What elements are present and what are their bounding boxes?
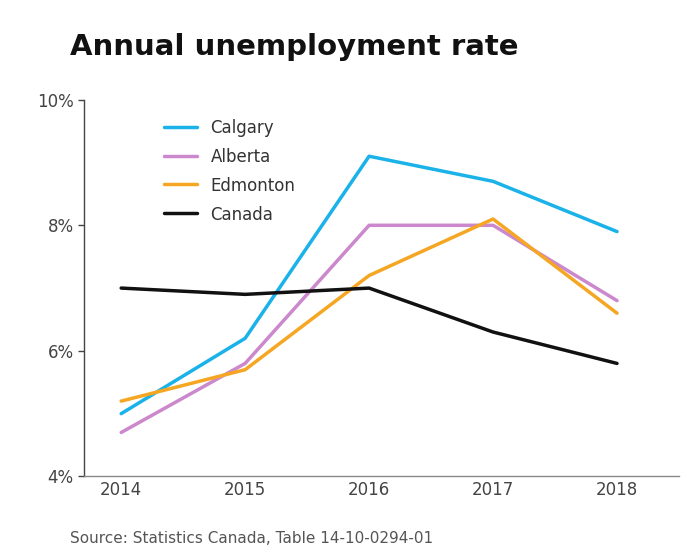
Canada (241, 291, 249, 297)
Canada (117, 285, 125, 291)
Line: Edmonton: Edmonton (121, 219, 617, 401)
Canada (365, 285, 373, 291)
Alberta (117, 429, 125, 436)
Calgary (489, 178, 497, 184)
Text: Annual unemployment rate: Annual unemployment rate (70, 33, 519, 61)
Calgary (365, 153, 373, 160)
Edmonton (365, 272, 373, 279)
Text: Source: Statistics Canada, Table 14-10-0294-01: Source: Statistics Canada, Table 14-10-0… (70, 531, 433, 546)
Canada (489, 329, 497, 335)
Alberta (612, 297, 621, 304)
Calgary (612, 228, 621, 235)
Alberta (365, 222, 373, 229)
Edmonton (117, 398, 125, 404)
Calgary (117, 411, 125, 417)
Edmonton (612, 310, 621, 316)
Edmonton (241, 366, 249, 373)
Line: Alberta: Alberta (121, 225, 617, 433)
Legend: Calgary, Alberta, Edmonton, Canada: Calgary, Alberta, Edmonton, Canada (164, 119, 295, 224)
Line: Canada: Canada (121, 288, 617, 363)
Line: Calgary: Calgary (121, 156, 617, 414)
Alberta (241, 360, 249, 367)
Canada (612, 360, 621, 367)
Alberta (489, 222, 497, 229)
Calgary (241, 335, 249, 342)
Edmonton (489, 216, 497, 222)
